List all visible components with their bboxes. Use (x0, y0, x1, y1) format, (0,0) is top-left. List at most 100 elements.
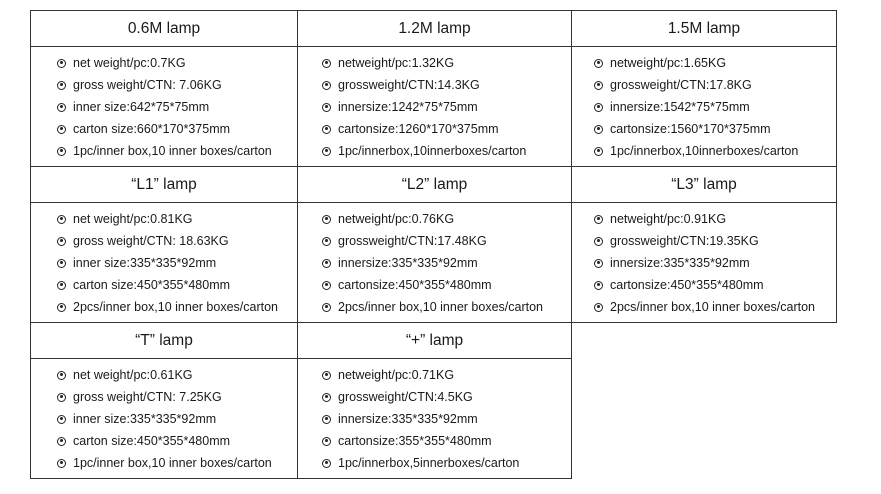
spec-text: net weight/pc:0.61KG (73, 368, 193, 382)
spec-carton-size: cartonsize:450*355*480mm (594, 278, 764, 292)
spec-packing: 1pc/innerbox,10innerboxes/carton (322, 144, 526, 158)
bullet-icon (322, 146, 331, 156)
product-cell-l1-lamp: “L1” lamp net weight/pc:0.81KG gross wei… (30, 166, 298, 323)
bullet-icon (322, 392, 331, 402)
spec-net-weight: net weight/pc:0.81KG (57, 212, 193, 226)
spec-text: gross weight/CTN: 7.25KG (73, 390, 222, 404)
spec-carton-size: cartonsize:355*355*480mm (322, 434, 492, 448)
spec-text: gross weight/CTN: 18.63KG (73, 234, 229, 248)
bullet-icon (57, 102, 66, 112)
bullet-icon (594, 146, 603, 156)
bullet-icon (57, 80, 66, 90)
spec-text: netweight/pc:0.76KG (338, 212, 455, 226)
spec-carton-size: carton size:450*355*480mm (57, 434, 230, 448)
product-cell-0-6m-lamp: 0.6M lamp net weight/pc:0.7KG gross weig… (30, 10, 298, 167)
spec-text: 1pc/innerbox,10innerboxes/carton (338, 144, 527, 158)
spec-inner-size: innersize:1242*75*75mm (322, 100, 478, 114)
spec-text: innersize:1542*75*75mm (610, 100, 750, 114)
product-title: “+” lamp (298, 323, 571, 359)
spec-text: inner size:335*335*92mm (73, 412, 217, 426)
bullet-icon (57, 414, 66, 424)
spec-inner-size: innersize:335*335*92mm (322, 412, 478, 426)
bullet-icon (57, 392, 66, 402)
spec-text: cartonsize:355*355*480mm (338, 434, 492, 448)
product-title: 0.6M lamp (31, 11, 297, 47)
spec-text: grossweight/CTN:17.8KG (610, 78, 752, 92)
spec-gross-weight: gross weight/CTN: 18.63KG (57, 234, 229, 248)
bullet-icon (594, 102, 603, 112)
spec-carton-size: cartonsize:1560*170*375mm (594, 122, 771, 136)
spec-inner-size: innersize:335*335*92mm (322, 256, 478, 270)
spec-text: carton size:450*355*480mm (73, 278, 231, 292)
spec-net-weight: netweight/pc:0.91KG (594, 212, 726, 226)
product-title: “L1” lamp (31, 167, 297, 203)
bullet-icon (57, 280, 66, 290)
spec-gross-weight: grossweight/CTN:19.35KG (594, 234, 759, 248)
spec-packing: 2pcs/inner box,10 inner boxes/carton (57, 300, 278, 314)
spec-text: cartonsize:450*355*480mm (610, 278, 764, 292)
bullet-icon (594, 302, 603, 312)
spec-text: 1pc/inner box,10 inner boxes/carton (73, 456, 272, 470)
spec-inner-size: innersize:335*335*92mm (594, 256, 750, 270)
spec-inner-size: innersize:1542*75*75mm (594, 100, 750, 114)
product-title: “T” lamp (31, 323, 297, 359)
spec-text: cartonsize:1260*170*375mm (338, 122, 499, 136)
spec-packing: 2pcs/inner box,10 inner boxes/carton (594, 300, 815, 314)
spec-gross-weight: grossweight/CTN:14.3KG (322, 78, 480, 92)
spec-text: netweight/pc:0.91KG (610, 212, 727, 226)
spec-text: netweight/pc:1.32KG (338, 56, 455, 70)
spec-text: inner size:335*335*92mm (73, 256, 217, 270)
spec-text: 2pcs/inner box,10 inner boxes/carton (610, 300, 815, 314)
spec-text: carton size:450*355*480mm (73, 434, 231, 448)
spec-net-weight: netweight/pc:1.65KG (594, 56, 726, 70)
product-title: 1.5M lamp (572, 11, 836, 47)
spec-packing: 1pc/inner box,10 inner boxes/carton (57, 456, 272, 470)
bullet-icon (57, 258, 66, 268)
spec-gross-weight: grossweight/CTN:17.48KG (322, 234, 487, 248)
spec-text: carton size:660*170*375mm (73, 122, 231, 136)
bullet-icon (57, 214, 66, 224)
spec-carton-size: cartonsize:1260*170*375mm (322, 122, 499, 136)
spec-carton-size: cartonsize:450*355*480mm (322, 278, 492, 292)
spec-text: netweight/pc:1.65KG (610, 56, 727, 70)
spec-text: grossweight/CTN:14.3KG (338, 78, 480, 92)
product-cell-l2-lamp: “L2” lamp netweight/pc:0.76KG grossweigh… (297, 166, 572, 323)
bullet-icon (594, 124, 603, 134)
spec-text: innersize:335*335*92mm (610, 256, 750, 270)
spec-gross-weight: grossweight/CTN:17.8KG (594, 78, 752, 92)
product-title: 1.2M lamp (298, 11, 571, 47)
spec-text: grossweight/CTN:17.48KG (338, 234, 487, 248)
spec-text: 1pc/inner box,10 inner boxes/carton (73, 144, 272, 158)
spec-net-weight: netweight/pc:0.76KG (322, 212, 454, 226)
spec-text: 1pc/innerbox,10innerboxes/carton (610, 144, 799, 158)
product-cell-plus-lamp: “+” lamp netweight/pc:0.71KG grossweight… (297, 322, 572, 479)
bullet-icon (322, 458, 331, 468)
bullet-icon (594, 236, 603, 246)
bullet-icon (322, 414, 331, 424)
bullet-icon (594, 258, 603, 268)
spec-text: innersize:1242*75*75mm (338, 100, 478, 114)
spec-net-weight: net weight/pc:0.61KG (57, 368, 193, 382)
product-cell-t-lamp: “T” lamp net weight/pc:0.61KG gross weig… (30, 322, 298, 479)
spec-gross-weight: gross weight/CTN: 7.06KG (57, 78, 222, 92)
spec-net-weight: netweight/pc:0.71KG (322, 368, 454, 382)
bullet-icon (322, 280, 331, 290)
spec-text: grossweight/CTN:19.35KG (610, 234, 759, 248)
bullet-icon (594, 280, 603, 290)
spec-net-weight: net weight/pc:0.7KG (57, 56, 186, 70)
spec-text: 2pcs/inner box,10 inner boxes/carton (73, 300, 278, 314)
bullet-icon (322, 80, 331, 90)
bullet-icon (57, 302, 66, 312)
bullet-icon (322, 236, 331, 246)
spec-text: cartonsize:450*355*480mm (338, 278, 492, 292)
spec-text: innersize:335*335*92mm (338, 256, 478, 270)
spec-net-weight: netweight/pc:1.32KG (322, 56, 454, 70)
bullet-icon (57, 436, 66, 446)
bullet-icon (594, 80, 603, 90)
spec-carton-size: carton size:450*355*480mm (57, 278, 230, 292)
spec-carton-size: carton size:660*170*375mm (57, 122, 230, 136)
spec-text: cartonsize:1560*170*375mm (610, 122, 771, 136)
bullet-icon (57, 370, 66, 380)
product-cell-1-5m-lamp: 1.5M lamp netweight/pc:1.65KG grossweigh… (571, 10, 837, 167)
